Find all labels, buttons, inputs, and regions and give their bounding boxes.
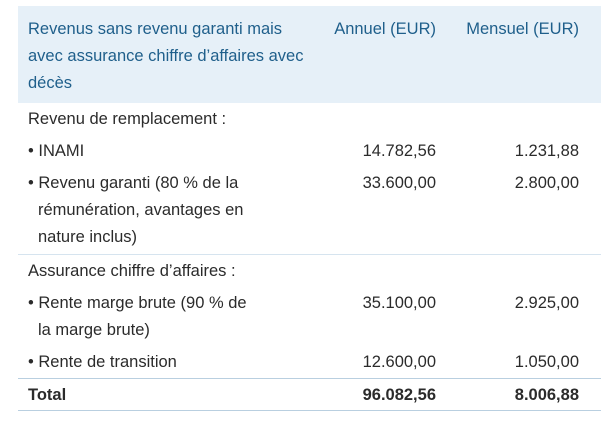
header-column-monthly: Mensuel (EUR) (466, 20, 579, 38)
row-label-line: • Rente marge brute (90 % de (28, 294, 247, 312)
row-label: • Rente marge brute (90 % de la marge br… (28, 290, 298, 344)
header-column-1: Revenus sans revenu garanti mais avec as… (28, 20, 304, 92)
row-label: • Revenu garanti (80 % de la rémunératio… (28, 170, 298, 251)
row-monthly: 1.231,88 (514, 142, 579, 160)
row-monthly: 2.925,00 (514, 294, 579, 312)
total-bottom-divider (18, 410, 601, 411)
section-title: Revenu de remplacement : (28, 110, 227, 128)
total-annual: 96.082,56 (362, 386, 436, 404)
row-annual: 35.100,00 (362, 294, 436, 312)
row-monthly: 1.050,00 (514, 353, 579, 371)
total-monthly: 8.006,88 (514, 386, 579, 404)
row-label: • Rente de transition (28, 353, 177, 371)
table-header: Revenus sans revenu garanti mais avec as… (18, 6, 601, 103)
row-label-line: la marge brute) (38, 321, 150, 339)
section-title: Assurance chiffre d’affaires : (28, 262, 236, 280)
row-annual: 33.600,00 (362, 174, 436, 192)
row-annual: 12.600,00 (362, 353, 436, 371)
row-label-line: • Revenu garanti (80 % de la (28, 174, 239, 192)
row-annual: 14.782,56 (362, 142, 436, 160)
total-label: Total (28, 386, 67, 404)
row-label-line: nature inclus) (38, 228, 138, 246)
row-label-line: rémunération, avantages en (38, 201, 244, 219)
header-column-annual: Annuel (EUR) (334, 20, 436, 38)
total-top-divider (18, 378, 601, 379)
row-monthly: 2.800,00 (514, 174, 579, 192)
section-divider (18, 254, 601, 255)
row-label: • INAMI (28, 142, 85, 160)
